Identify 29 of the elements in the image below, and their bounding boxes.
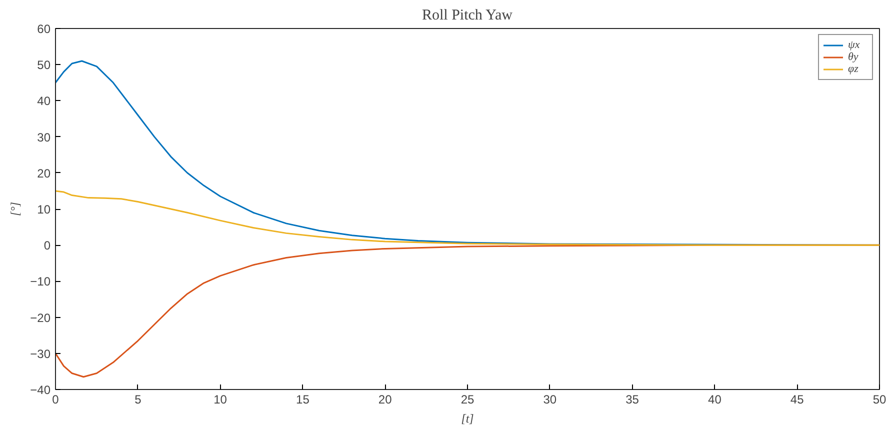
y-tick-label: 30 <box>37 130 51 144</box>
x-axis-title: [t] <box>461 412 474 426</box>
y-tick-label: 40 <box>37 94 51 108</box>
x-tick-label: 20 <box>378 392 392 406</box>
x-tick-label: 0 <box>52 392 60 406</box>
x-tick-label: 5 <box>134 392 142 406</box>
y-tick-label: 20 <box>37 166 51 180</box>
legend-label: φz <box>848 63 860 75</box>
y-tick-label: 60 <box>37 22 51 36</box>
x-tick-label: 50 <box>872 392 886 406</box>
y-tick-label: −40 <box>30 383 51 397</box>
legend-label: θy <box>848 51 860 63</box>
x-tick-label: 10 <box>214 392 228 406</box>
y-axis-title: [°] <box>8 202 22 216</box>
x-tick-label: 15 <box>296 392 310 406</box>
x-tick-label: 40 <box>708 392 722 406</box>
x-tick-label: 25 <box>460 392 474 406</box>
y-tick-label: 0 <box>44 238 51 253</box>
x-tick-label: 45 <box>790 392 804 406</box>
y-tick-label: −20 <box>30 310 51 325</box>
y-tick-label: 50 <box>37 58 51 72</box>
legend-label: ψx <box>848 39 861 51</box>
y-tick-label: 10 <box>37 202 51 216</box>
chart-title: Roll Pitch Yaw <box>422 8 513 24</box>
x-tick-label: 35 <box>626 392 640 406</box>
line-series <box>56 190 880 246</box>
x-tick-label: 30 <box>543 392 557 406</box>
y-tick-label: −30 <box>30 346 51 361</box>
y-tick-label: −10 <box>30 274 51 289</box>
